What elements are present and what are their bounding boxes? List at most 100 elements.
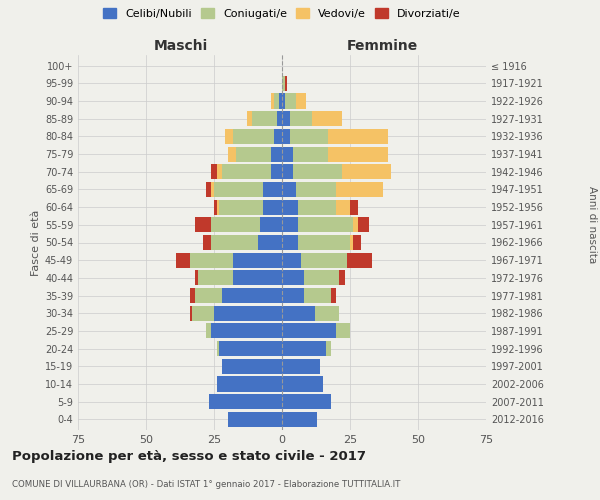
Bar [337,200,350,214]
Bar [206,182,211,197]
Bar [220,341,282,356]
Bar [214,182,263,197]
Bar [257,235,282,250]
Bar [211,218,260,232]
Text: Anni di nascita: Anni di nascita [587,186,597,264]
Bar [331,288,337,303]
Bar [282,129,290,144]
Bar [282,164,293,180]
Bar [217,164,222,180]
Bar [279,94,282,108]
Bar [263,200,282,214]
Text: Femmine: Femmine [347,39,418,53]
Bar [211,235,257,250]
Bar [301,252,347,268]
Bar [282,252,301,268]
Bar [353,235,361,250]
Bar [203,235,211,250]
Bar [274,94,279,108]
Bar [312,111,342,126]
Bar [347,252,372,268]
Bar [304,270,339,285]
Bar [260,218,282,232]
Bar [296,94,307,108]
Bar [282,200,298,214]
Bar [190,306,192,321]
Bar [217,200,220,214]
Legend: Celibi/Nubili, Coniugati/e, Vedovi/e, Divorziati/e: Celibi/Nubili, Coniugati/e, Vedovi/e, Di… [103,8,461,19]
Text: COMUNE DI VILLAURBANA (OR) - Dati ISTAT 1° gennaio 2017 - Elaborazione TUTTITALI: COMUNE DI VILLAURBANA (OR) - Dati ISTAT … [12,480,400,489]
Bar [222,164,271,180]
Bar [282,394,331,409]
Bar [195,288,222,303]
Bar [282,359,320,374]
Bar [285,76,287,91]
Bar [282,376,323,392]
Bar [227,146,236,162]
Bar [350,200,358,214]
Bar [195,270,197,285]
Bar [282,76,285,91]
Bar [353,218,358,232]
Text: Popolazione per età, sesso e stato civile - 2017: Popolazione per età, sesso e stato civil… [12,450,366,463]
Bar [328,146,388,162]
Bar [225,129,233,144]
Bar [214,306,282,321]
Bar [328,129,388,144]
Bar [222,288,282,303]
Bar [282,182,296,197]
Bar [298,235,350,250]
Bar [197,270,233,285]
Bar [290,111,312,126]
Bar [350,235,353,250]
Bar [314,306,339,321]
Y-axis label: Fasce di età: Fasce di età [31,210,41,276]
Bar [296,182,337,197]
Bar [247,111,252,126]
Bar [190,288,195,303]
Bar [233,252,282,268]
Bar [326,341,331,356]
Bar [337,182,383,197]
Bar [293,146,328,162]
Bar [282,218,298,232]
Bar [206,324,211,338]
Bar [217,376,282,392]
Bar [282,111,290,126]
Bar [293,164,342,180]
Bar [298,218,353,232]
Bar [282,270,304,285]
Bar [339,270,344,285]
Bar [211,182,214,197]
Bar [271,94,274,108]
Bar [337,324,350,338]
Bar [274,129,282,144]
Bar [195,218,211,232]
Bar [192,306,214,321]
Bar [298,200,337,214]
Bar [190,252,233,268]
Bar [282,306,314,321]
Bar [236,146,271,162]
Bar [252,111,277,126]
Bar [211,324,282,338]
Bar [282,146,293,162]
Bar [233,270,282,285]
Bar [271,146,282,162]
Bar [176,252,190,268]
Bar [342,164,391,180]
Bar [271,164,282,180]
Bar [282,324,337,338]
Bar [282,288,304,303]
Bar [220,200,263,214]
Bar [282,235,298,250]
Bar [285,94,296,108]
Bar [263,182,282,197]
Bar [358,218,369,232]
Bar [209,394,282,409]
Bar [282,412,317,427]
Bar [233,129,274,144]
Bar [214,200,217,214]
Bar [211,164,217,180]
Text: Maschi: Maschi [154,39,208,53]
